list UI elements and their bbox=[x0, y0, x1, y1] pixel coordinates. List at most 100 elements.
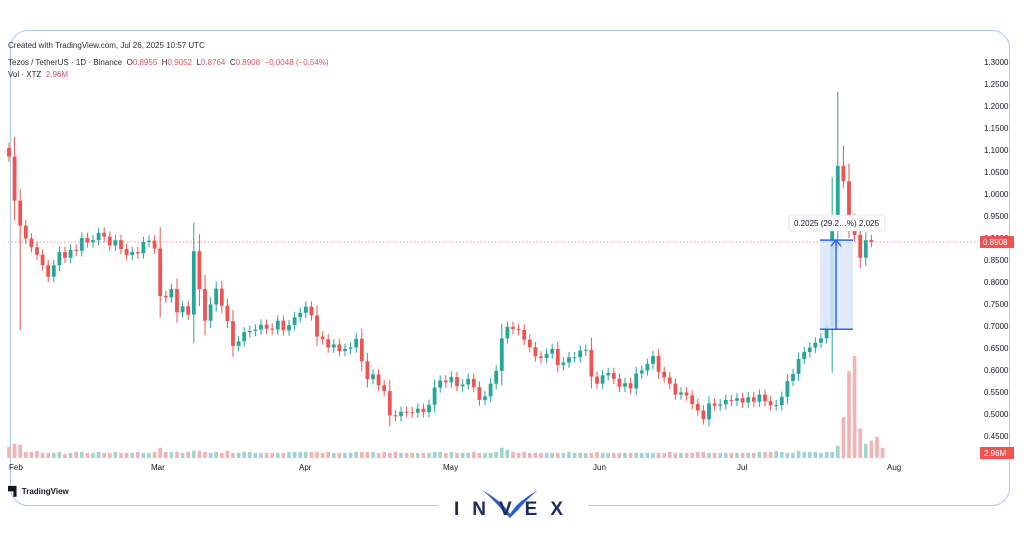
candle-body bbox=[393, 415, 398, 417]
y-tick-label: 1.3000 bbox=[984, 58, 1009, 67]
volume-bar bbox=[472, 451, 476, 458]
volume-bar bbox=[544, 452, 549, 458]
candle-body bbox=[281, 320, 286, 331]
x-tick-label: Apr bbox=[299, 463, 312, 472]
volume-bar bbox=[802, 451, 806, 458]
candle-body bbox=[600, 375, 605, 384]
created-line: Created with TradingView.com, Jul 26, 20… bbox=[8, 41, 205, 50]
volume-bar bbox=[880, 447, 885, 458]
volume-bar bbox=[600, 452, 605, 458]
volume-bar bbox=[371, 451, 375, 458]
symbol-name[interactable]: Tezos / TetherUS · 1D · Binance bbox=[8, 58, 123, 67]
measure-label-box bbox=[788, 214, 886, 232]
candle-body bbox=[527, 339, 532, 348]
y-tick-label: 1.1000 bbox=[984, 146, 1009, 155]
volume-bar bbox=[595, 451, 599, 458]
candle-body bbox=[841, 165, 846, 182]
volume-bar bbox=[124, 452, 129, 458]
x-tick-label: Mar bbox=[151, 463, 165, 472]
volume-bar bbox=[141, 452, 146, 458]
candle-body bbox=[404, 411, 409, 413]
volume-bar bbox=[690, 452, 694, 458]
volume-legend-label[interactable]: Vol · XTZ bbox=[8, 70, 42, 79]
volume-bar bbox=[858, 428, 862, 458]
volume-bar bbox=[662, 452, 666, 458]
candle-body bbox=[264, 324, 269, 329]
volume-bar bbox=[718, 452, 722, 458]
volume-bar bbox=[169, 451, 174, 458]
candle-body bbox=[331, 344, 336, 348]
volume-bar bbox=[438, 451, 442, 458]
candle-body bbox=[68, 249, 73, 258]
candle-body bbox=[466, 378, 471, 385]
volume-bar bbox=[556, 452, 560, 458]
y-tick-label: 0.8000 bbox=[984, 278, 1009, 287]
volume-bar bbox=[645, 452, 650, 458]
volume-bar bbox=[63, 453, 67, 458]
candle-body bbox=[516, 329, 521, 331]
y-tick-label: 0.5000 bbox=[984, 410, 1009, 419]
candle-body bbox=[130, 252, 135, 256]
tradingview-logo[interactable]: ▀▌ TradingView bbox=[8, 486, 69, 496]
volume-bar bbox=[18, 444, 22, 458]
volume-bar bbox=[225, 450, 230, 458]
candle-body bbox=[180, 306, 185, 313]
candle-body bbox=[410, 412, 415, 414]
volume-bar bbox=[466, 452, 470, 458]
candle-body bbox=[679, 392, 683, 395]
volume-bar bbox=[203, 451, 207, 458]
volume-bar bbox=[455, 452, 459, 458]
candle-body bbox=[735, 398, 739, 401]
candle-body bbox=[807, 347, 812, 352]
candle-body bbox=[18, 200, 23, 226]
volume-bar bbox=[96, 451, 101, 458]
volume-bar bbox=[7, 446, 11, 458]
candle-body bbox=[707, 403, 711, 420]
x-tick-label: Feb bbox=[9, 463, 23, 472]
candle-body bbox=[863, 240, 868, 258]
candle-body bbox=[303, 306, 308, 313]
volume-bar bbox=[612, 452, 616, 458]
candle-body bbox=[57, 252, 62, 266]
volume-bar bbox=[12, 443, 17, 458]
y-tick-label: 0.4500 bbox=[984, 432, 1009, 441]
candle-body bbox=[796, 359, 801, 374]
candle-body bbox=[147, 240, 151, 242]
candle-body bbox=[348, 347, 353, 349]
volume-bar bbox=[136, 451, 140, 458]
volume-bar bbox=[416, 452, 420, 458]
candle-body bbox=[561, 362, 566, 366]
candle-body bbox=[455, 377, 459, 387]
tradingview-logo-text: TradingView bbox=[21, 486, 69, 496]
volume-bar bbox=[780, 451, 784, 458]
high-value: 0.9052 bbox=[167, 58, 192, 67]
candle-body bbox=[628, 383, 633, 389]
low-key: L bbox=[196, 58, 201, 67]
candle-body bbox=[718, 404, 723, 406]
volume-bar bbox=[869, 440, 874, 458]
candle-body bbox=[208, 304, 213, 321]
y-tick-label: 0.5500 bbox=[984, 388, 1009, 397]
volume-bar bbox=[404, 452, 409, 458]
candle-body bbox=[365, 361, 370, 380]
volume-bar bbox=[589, 452, 594, 458]
volume-bar bbox=[656, 452, 661, 458]
time-axis: Feb Mar Apr May Jun Jul Aug bbox=[9, 463, 901, 472]
invex-logo: INVEX bbox=[438, 484, 588, 524]
candle-body bbox=[791, 373, 795, 381]
volume-bar bbox=[410, 452, 414, 458]
measure-label-text: 0.2025 (29.2…%) 2,025 bbox=[794, 219, 879, 228]
candle-body bbox=[427, 404, 431, 413]
volume-bar bbox=[24, 451, 28, 458]
volume-bar bbox=[236, 452, 241, 458]
y-tick-label: 1.2000 bbox=[984, 102, 1009, 111]
volume-bar bbox=[875, 436, 879, 458]
candle-body bbox=[320, 336, 325, 340]
low-value: 0.8764 bbox=[200, 58, 226, 67]
volume-bar bbox=[35, 450, 39, 458]
volume-bar bbox=[500, 447, 504, 458]
candle-body bbox=[169, 289, 174, 298]
candles bbox=[7, 91, 874, 427]
candle-body bbox=[617, 378, 622, 387]
